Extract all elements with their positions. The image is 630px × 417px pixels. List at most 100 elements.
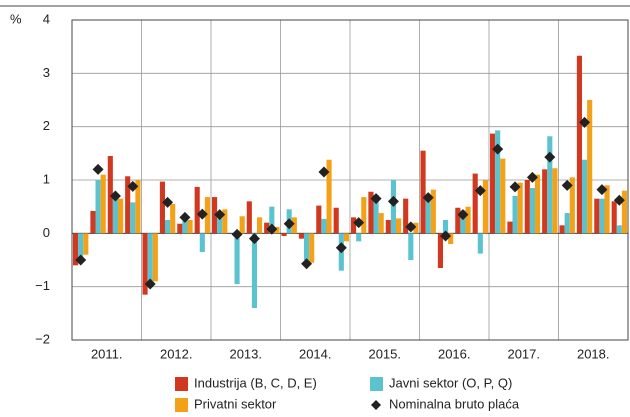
legend-swatch (175, 377, 188, 391)
diamond-marker (248, 233, 260, 245)
diamond-marker (179, 211, 191, 223)
bar (420, 150, 426, 234)
bar (594, 198, 600, 234)
bar (125, 176, 131, 234)
y-tick-label: −2 (35, 331, 50, 346)
bar (130, 202, 136, 234)
diamond-marker (335, 242, 347, 254)
bar (78, 233, 84, 263)
legend-label: Industrija (B, C, D, E) (194, 375, 317, 390)
bar (147, 233, 153, 287)
diamond-marker (422, 192, 434, 204)
bar (373, 194, 379, 234)
bar (512, 196, 518, 234)
legend-swatch (370, 377, 383, 391)
bar (274, 226, 280, 234)
bar (343, 233, 349, 242)
bar (425, 196, 431, 234)
bar (542, 169, 548, 234)
bar (212, 197, 218, 234)
bar (100, 174, 106, 234)
bar (356, 233, 362, 242)
bar (204, 197, 210, 234)
x-tick-label: 2012. (160, 346, 193, 361)
diamond-marker (509, 181, 521, 193)
bar (443, 220, 449, 234)
diamond-marker (196, 208, 208, 220)
bar (90, 210, 96, 234)
diamond-marker (405, 221, 417, 233)
bar (281, 233, 287, 236)
diamond-marker (370, 193, 382, 205)
diamond-marker (544, 151, 556, 163)
bar (239, 216, 245, 234)
bar (135, 180, 141, 234)
diamond-marker (474, 185, 486, 197)
bar (564, 213, 570, 234)
diamond-marker (92, 163, 104, 175)
bar (182, 217, 188, 234)
bar (552, 168, 558, 234)
bar (257, 217, 263, 234)
bar (351, 217, 357, 234)
diamond-marker (162, 196, 174, 208)
bar (455, 207, 461, 234)
bar (83, 233, 89, 255)
diamond-marker (266, 223, 278, 235)
bar (465, 206, 471, 234)
bar (251, 233, 257, 308)
y-tick-label: 1 (43, 171, 50, 186)
bar (616, 225, 622, 234)
bar (437, 233, 443, 268)
x-tick-label: 2015. (368, 346, 401, 361)
y-tick-label: 2 (43, 118, 50, 133)
bar (535, 174, 541, 234)
bar (95, 180, 101, 234)
x-tick-label: 2014. (299, 346, 332, 361)
y-tick-label: 4 (43, 11, 50, 26)
bar (396, 218, 402, 234)
x-tick-label: 2018. (577, 346, 610, 361)
bar (187, 220, 193, 234)
bar (587, 100, 593, 234)
legend-swatch (175, 398, 188, 412)
legend-label: Nominalna bruto plaća (389, 396, 520, 411)
bar (217, 218, 223, 234)
bar (582, 159, 588, 234)
bar (316, 205, 322, 234)
bar (246, 201, 252, 234)
bar (495, 130, 501, 234)
bar (194, 186, 200, 234)
bar (378, 213, 384, 234)
bar (304, 233, 310, 260)
legend-label: Privatni sektor (194, 396, 277, 411)
bar (309, 233, 315, 263)
bar (107, 156, 113, 234)
bar (621, 190, 627, 234)
bar (73, 233, 79, 266)
bar (159, 181, 165, 234)
diamond-marker (301, 258, 313, 270)
plot-frame (71, 19, 629, 341)
diamond-marker (283, 218, 295, 230)
diamond-marker (318, 166, 330, 178)
bar (222, 209, 228, 234)
y-unit: % (10, 11, 22, 26)
y-tick-label: 0 (43, 225, 50, 240)
diamond-marker (75, 254, 87, 266)
bar (517, 182, 523, 234)
diamond-marker (144, 278, 156, 290)
bar (152, 233, 158, 282)
bar (234, 233, 240, 284)
bar (569, 177, 575, 234)
bar (326, 159, 332, 234)
diamond-marker (440, 230, 452, 242)
x-tick-label: 2011. (91, 346, 123, 361)
bar (142, 233, 148, 295)
bar (599, 198, 605, 234)
bar (321, 218, 327, 234)
bar (413, 222, 419, 234)
bar (403, 198, 409, 234)
diamond-marker (613, 194, 625, 206)
